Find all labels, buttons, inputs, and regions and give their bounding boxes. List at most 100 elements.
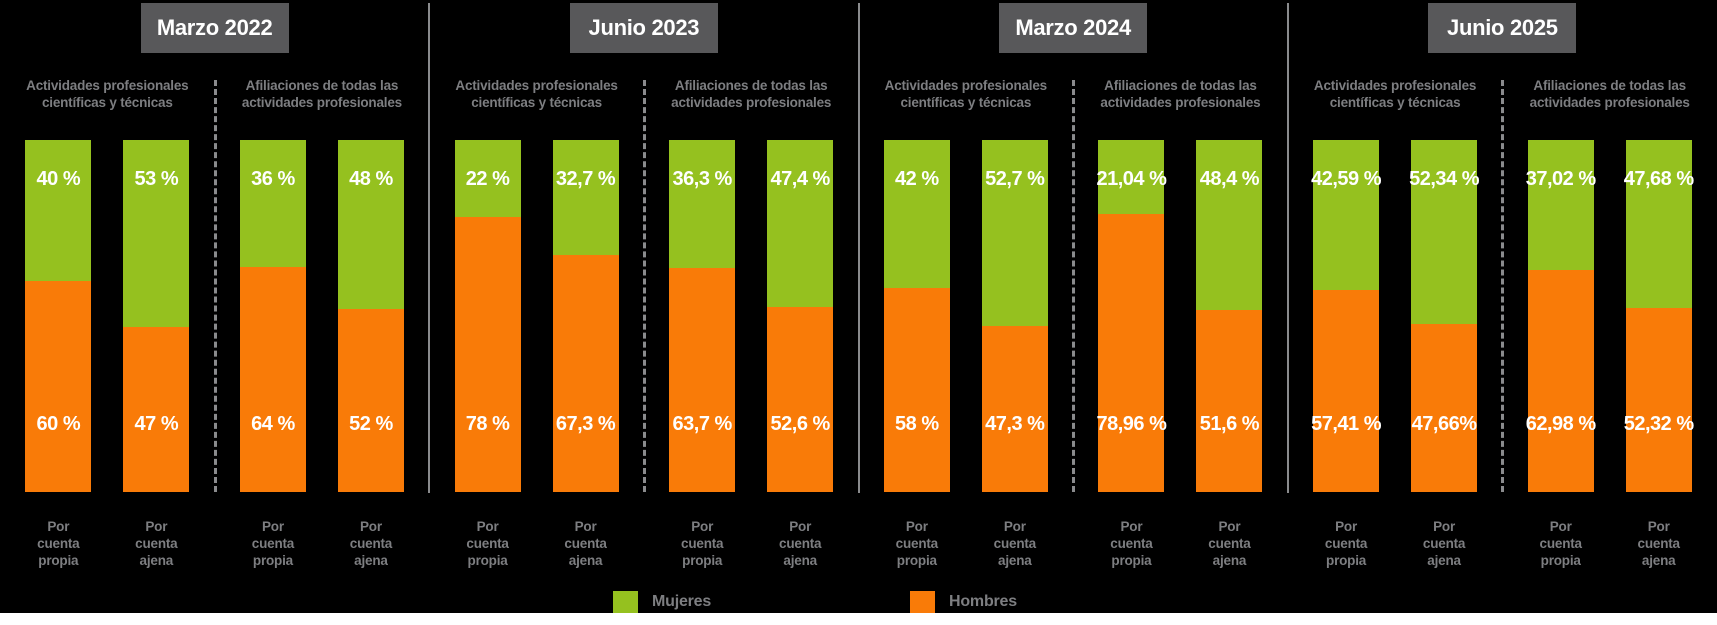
category-group-cientificas: Actividades profesionales científicas y … bbox=[859, 78, 1074, 569]
hombres-value-label: 52,6 % bbox=[770, 413, 831, 435]
legend-item-mujeres: Mujeres bbox=[613, 591, 711, 613]
mujeres-value-label: 42 % bbox=[895, 168, 939, 190]
mujeres-value-label: 40 % bbox=[36, 168, 81, 190]
legend-label-hombres: Hombres bbox=[949, 593, 1017, 610]
stacked-bar: 48 % 52 % bbox=[337, 140, 404, 492]
bars-row: 40 % 60 % Por cuenta propia 53 % 47 % Por cue… bbox=[0, 140, 215, 569]
bar-column-por-cuenta-ajena: 48,4 % 51,6 % Por cuenta ajena bbox=[1196, 140, 1263, 569]
stacked-bar: 47,68 % 52,32 % bbox=[1623, 140, 1694, 492]
bars-row: 36 % 64 % Por cuenta propia 48 % 52 % Por cue… bbox=[215, 140, 430, 569]
bars-row: 42 % 58 % Por cuenta propia 52,7 % 47,3 % Por… bbox=[859, 140, 1074, 569]
category-group-cientificas: Actividades profesionales científicas y … bbox=[429, 78, 644, 569]
mujeres-segment bbox=[883, 140, 950, 288]
hombres-segment bbox=[1411, 324, 1478, 492]
mujeres-value-label: 48 % bbox=[349, 168, 393, 190]
category-group-cientificas: Actividades profesionales científicas y … bbox=[1288, 78, 1503, 569]
bar-column-por-cuenta-propia: 36 % 64 % Por cuenta propia bbox=[239, 140, 306, 569]
mujeres-segment bbox=[981, 140, 1048, 326]
mujeres-segment bbox=[239, 140, 306, 267]
stacked-bar: 36 % 64 % bbox=[239, 140, 306, 492]
period-title: Marzo 2024 bbox=[1015, 15, 1131, 40]
bar-column-por-cuenta-ajena: 48 % 52 % Por cuenta ajena bbox=[337, 140, 404, 569]
mujeres-value-label: 37,02 % bbox=[1525, 168, 1596, 190]
period-title: Junio 2023 bbox=[588, 15, 700, 40]
stacked-bar: 22 % 78 % bbox=[454, 140, 521, 492]
hombres-segment bbox=[1313, 289, 1380, 492]
mujeres-segment bbox=[552, 140, 619, 256]
stacked-bar: 37,02 % 62,98 % bbox=[1525, 140, 1596, 492]
mujeres-value-label: 32,7 % bbox=[555, 168, 616, 190]
period-header-box: Junio 2023 bbox=[569, 3, 718, 53]
hombres-segment bbox=[1527, 270, 1594, 492]
hombres-value-label: 52 % bbox=[349, 413, 393, 435]
mujeres-value-label: 36 % bbox=[251, 168, 295, 190]
mujeres-segment bbox=[1527, 140, 1594, 271]
hombres-segment bbox=[25, 280, 92, 492]
bar-column-por-cuenta-propia: 21,04 % 78,96 % Por cuenta propia bbox=[1096, 140, 1167, 569]
stacked-bar: 42,59 % 57,41 % bbox=[1311, 140, 1382, 492]
bar-axis-label: Por cuenta propia bbox=[1539, 519, 1583, 568]
category-label: Afiliaciones de todas las actividades pr… bbox=[1529, 78, 1690, 110]
category-label: Actividades profesionales científicas y … bbox=[26, 78, 189, 110]
bar-column-por-cuenta-propia: 42,59 % 57,41 % Por cuenta propia bbox=[1311, 140, 1382, 569]
category-label: Afiliaciones de todas las actividades pr… bbox=[241, 78, 402, 110]
bar-column-por-cuenta-propia: 36,3 % 63,7 % Por cuenta propia bbox=[669, 140, 736, 569]
stacked-bar: 52,7 % 47,3 % bbox=[981, 140, 1048, 492]
bar-axis-label: Por cuenta ajena bbox=[993, 519, 1037, 568]
mujeres-segment bbox=[1196, 140, 1263, 311]
hombres-segment bbox=[981, 325, 1048, 492]
hombres-value-label: 57,41 % bbox=[1311, 413, 1382, 435]
hombres-segment bbox=[1625, 307, 1692, 492]
category-label: Actividades profesionales científicas y … bbox=[1313, 78, 1477, 110]
hombres-segment bbox=[767, 306, 834, 492]
period-groups: Actividades profesionales científicas y … bbox=[1288, 78, 1717, 569]
category-label: Afiliaciones de todas las actividades pr… bbox=[1100, 78, 1261, 110]
period-junio-2023: Junio 2023 Actividades profesionales cien… bbox=[428, 0, 858, 613]
hombres-value-label: 67,3 % bbox=[555, 413, 616, 435]
mujeres-segment bbox=[1098, 140, 1165, 215]
hombres-value-label: 47 % bbox=[134, 413, 179, 435]
mujeres-color-swatch bbox=[613, 591, 638, 613]
bar-axis-label: Por cuenta ajena bbox=[1637, 519, 1681, 568]
stacked-bar: 36,3 % 63,7 % bbox=[669, 140, 736, 492]
hombres-segment bbox=[454, 217, 521, 492]
period-title: Marzo 2022 bbox=[156, 15, 273, 40]
bar-column-por-cuenta-ajena: 47,68 % 52,32 % Por cuenta ajena bbox=[1623, 140, 1694, 569]
legend: Mujeres Hombres bbox=[0, 591, 1717, 613]
bar-axis-label: Por cuenta ajena bbox=[349, 519, 393, 568]
bar-column-por-cuenta-propia: 22 % 78 % Por cuenta propia bbox=[454, 140, 521, 569]
category-group-cientificas: Actividades profesionales científicas y … bbox=[0, 78, 215, 569]
category-group-afiliaciones: Afiliaciones de todas las actividades pr… bbox=[642, 78, 859, 569]
mujeres-segment bbox=[1313, 140, 1380, 290]
hombres-segment bbox=[239, 266, 306, 492]
mujeres-value-label: 42,59 % bbox=[1311, 168, 1382, 190]
mujeres-segment bbox=[25, 140, 92, 281]
stacked-bar: 53 % 47 % bbox=[123, 140, 190, 492]
bar-axis-label: Por cuenta ajena bbox=[135, 519, 178, 568]
period-title: Junio 2025 bbox=[1447, 15, 1558, 40]
bar-axis-label: Por cuenta propia bbox=[1110, 519, 1153, 568]
hombres-value-label: 52,32 % bbox=[1623, 413, 1694, 435]
period-groups: Actividades profesionales científicas y … bbox=[0, 78, 429, 569]
bar-axis-label: Por cuenta ajena bbox=[1208, 519, 1251, 568]
mujeres-segment bbox=[767, 140, 834, 307]
mujeres-value-label: 52,34 % bbox=[1409, 168, 1480, 190]
hombres-value-label: 47,3 % bbox=[985, 413, 1045, 435]
bar-column-por-cuenta-ajena: 53 % 47 % Por cuenta ajena bbox=[123, 140, 190, 569]
hombres-value-label: 47,66% bbox=[1411, 413, 1477, 435]
category-group-afiliaciones: Afiliaciones de todas las actividades pr… bbox=[213, 78, 430, 569]
bar-axis-label: Por cuenta propia bbox=[681, 519, 724, 568]
period-header-box: Marzo 2024 bbox=[999, 3, 1148, 53]
mujeres-value-label: 36,3 % bbox=[672, 168, 733, 190]
hombres-segment bbox=[123, 326, 190, 492]
legend-label-mujeres: Mujeres bbox=[652, 593, 712, 610]
bar-axis-label: Por cuenta propia bbox=[37, 519, 80, 568]
hombres-segment bbox=[883, 287, 950, 492]
mujeres-value-label: 22 % bbox=[465, 168, 510, 190]
legend-item-hombres: Hombres bbox=[910, 591, 1017, 613]
period-junio-2025: Junio 2025 Actividades profesionales cien… bbox=[1286, 0, 1717, 613]
period-groups: Actividades profesionales científicas y … bbox=[429, 78, 858, 569]
bar-axis-label: Por cuenta propia bbox=[895, 519, 939, 568]
